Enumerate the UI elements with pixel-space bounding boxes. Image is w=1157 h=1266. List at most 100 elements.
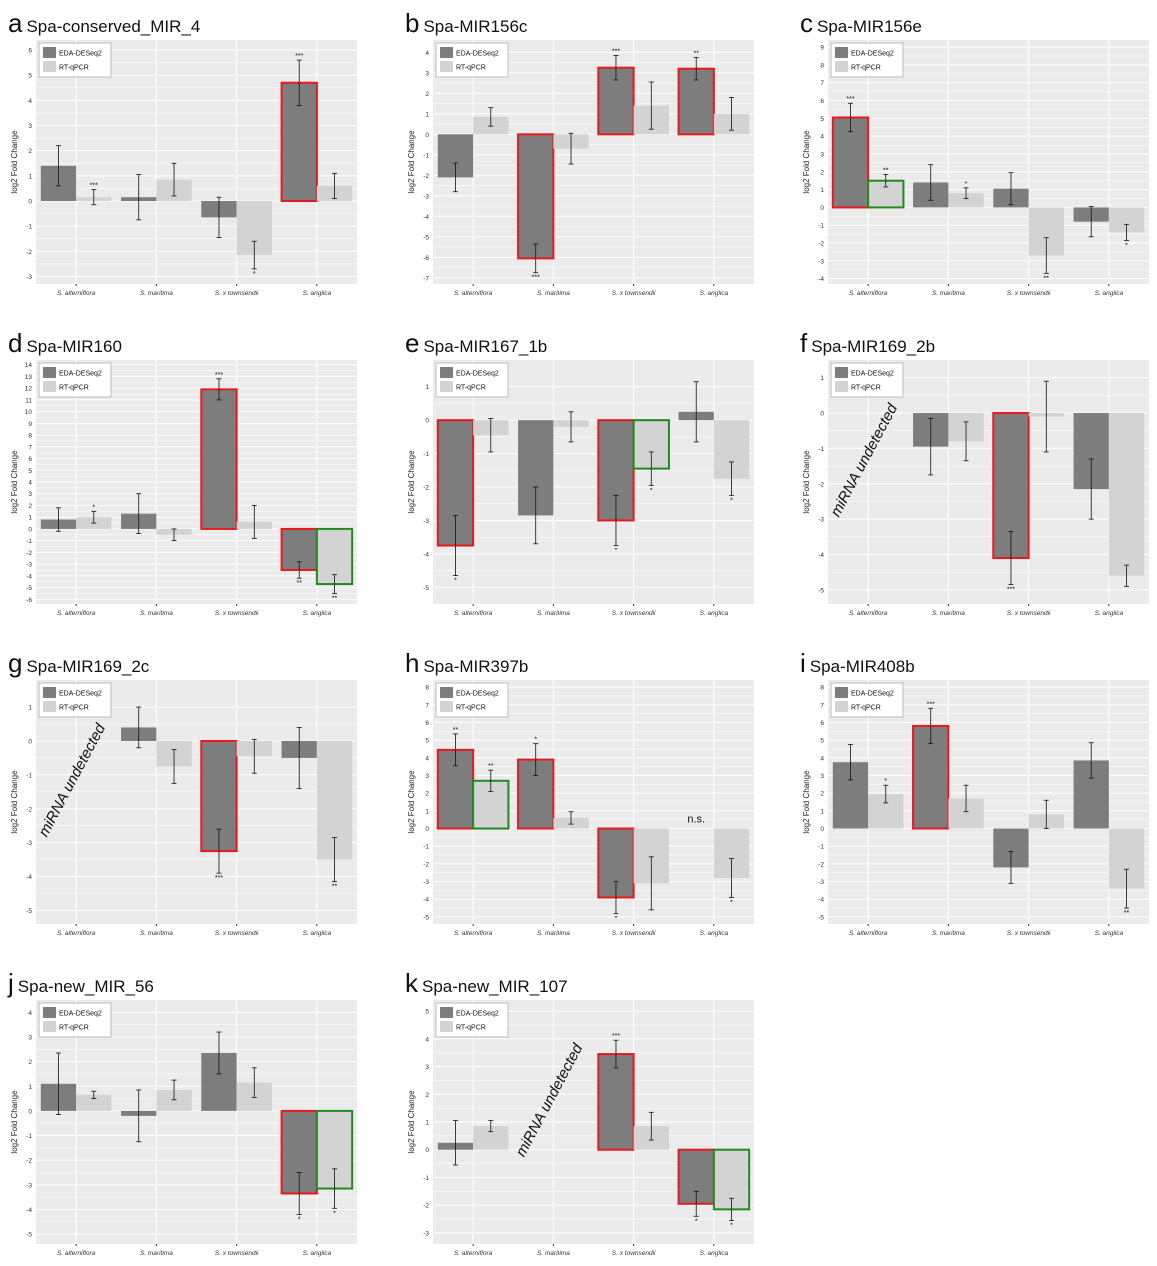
y-tick-label: 3 [820,151,824,158]
x-tick-label: S. maritima [537,930,570,937]
x-tick-label: S. maritima [140,290,173,297]
y-tick-label: 9 [28,421,32,428]
y-tick-label: 8 [425,685,429,692]
significance-mark: ** [883,167,889,174]
panel-letter: g [8,648,23,678]
y-tick-label: -2 [818,241,824,248]
y-tick-label: 1 [820,808,824,815]
y-tick-label: 1 [28,173,32,180]
chart-title: Spa-MIR167_1b [423,337,548,356]
y-tick-label: 4 [425,50,429,57]
significance-mark: * [534,737,537,744]
x-tick-label: S. x townsendii [612,290,656,297]
y-tick-label: 2 [425,791,429,798]
x-tick-label: S. alterniflora [57,610,96,617]
y-tick-label: -3 [818,879,824,886]
y-tick-label: -5 [26,908,32,915]
panel-letter: d [8,328,23,358]
significance-mark: ** [693,50,699,57]
legend-label-deseq2: EDA-DESeq2 [456,691,499,698]
panel-heading: g Spa-MIR169_2c [8,648,149,679]
x-tick-label: S. maritima [140,1250,173,1257]
significance-mark: * [884,778,887,785]
plot-background [36,680,357,924]
significance-mark: * [92,504,95,511]
y-tick-label: -1 [818,446,824,453]
significance-mark: ** [453,727,459,734]
y-tick-label: 1 [425,808,429,815]
y-tick-label: 3 [28,123,32,130]
y-tick-label: 5 [28,468,32,475]
legend-swatch-deseq2 [440,367,453,378]
legend-swatch-rt-qpcr [835,61,848,72]
significance-mark: *** [846,96,854,103]
legend-swatch-rt-qpcr [835,701,848,712]
panel-heading: h Spa-MIR397b [405,648,528,679]
legend-label-deseq2: EDA-DESeq2 [59,1011,102,1018]
significance-mark: ** [332,884,338,891]
y-tick-label: -4 [818,552,824,559]
y-tick-label: 11 [25,397,32,404]
x-tick-label: S. alterniflora [849,610,888,617]
x-tick-label: S. maritima [537,610,570,617]
y-tick-label: -4 [818,276,824,283]
significance-mark: * [298,1216,301,1223]
significance-mark: * [253,271,256,278]
legend: EDA-DESeq2 RT-qPCR [435,1002,509,1038]
chart-title: Spa-MIR408b [809,657,915,676]
legend-swatch-deseq2 [835,47,848,58]
significance-mark: * [730,497,733,504]
significance-mark: *** [90,183,98,190]
legend-label-rt-qpcr: RT-qPCR [456,65,486,72]
y-tick-label: -3 [423,518,429,525]
legend-swatch-deseq2 [440,1007,453,1018]
y-tick-label: 0 [425,826,429,833]
chart-panel-h: h Spa-MIR397b -5 -4 -3 -2 -1 0 1 2 3 4 5 6 7 8 log2 Fold… [405,648,760,946]
x-tick-label: S. x townsendii [1007,610,1051,617]
y-tick-label: -4 [423,551,429,558]
y-tick-label: -1 [423,1175,429,1182]
y-axis-label: log2 Fold Change [10,770,19,834]
ns-label: n.s. [687,814,705,826]
y-tick-label: -2 [818,861,824,868]
significance-mark: * [615,548,618,555]
y-tick-label: -1 [423,451,429,458]
panel-heading: j Spa-new_MIR_56 [8,968,154,999]
x-tick-label: S. x townsendii [1007,290,1051,297]
x-tick-label: S. alterniflora [57,1250,96,1257]
x-tick-label: S. alterniflora [454,930,493,937]
y-tick-label: -3 [26,1182,32,1189]
bar-deseq2 [597,1053,635,1151]
plot-background [433,360,754,604]
y-tick-label: -2 [26,550,32,557]
x-tick-label: S. anglica [700,290,729,297]
panel-heading: d Spa-MIR160 [8,328,122,359]
legend-swatch-rt-qpcr [440,381,453,392]
panel-heading: k Spa-new_MIR_107 [405,968,568,999]
x-tick-label: S. x townsendii [215,610,259,617]
significance-mark: *** [612,48,620,55]
legend-label-deseq2: EDA-DESeq2 [59,371,102,378]
chart-panel-d: d Spa-MIR160 -6 -5 -4 -3 -2 -1 0 1 2 3 4 5 6 7 8 9 10 11 12 1… [8,328,363,626]
y-tick-label: 2 [820,791,824,798]
x-tick-label: S. alterniflora [454,610,493,617]
legend: EDA-DESeq2 RT-qPCR [435,42,509,78]
y-tick-label: 2 [28,148,32,155]
y-tick-label: 6 [820,98,824,105]
y-tick-label: -3 [818,258,824,265]
y-tick-label: 13 [25,374,33,381]
legend-swatch-deseq2 [43,47,56,58]
legend: EDA-DESeq2 RT-qPCR [38,682,112,718]
y-axis-label: log2 Fold Change [802,770,811,834]
legend-swatch-deseq2 [43,687,56,698]
legend-label-rt-qpcr: RT-qPCR [59,65,89,72]
panel-heading: i Spa-MIR408b [800,648,915,679]
legend-label-deseq2: EDA-DESeq2 [851,691,894,698]
significance-mark: * [1125,242,1128,249]
bar-deseq2 [517,133,555,260]
chart-title: Spa-conserved_MIR_4 [26,17,201,36]
x-tick-label: S. maritima [140,930,173,937]
x-tick-label: S. maritima [932,930,965,937]
y-tick-label: 10 [25,409,33,416]
